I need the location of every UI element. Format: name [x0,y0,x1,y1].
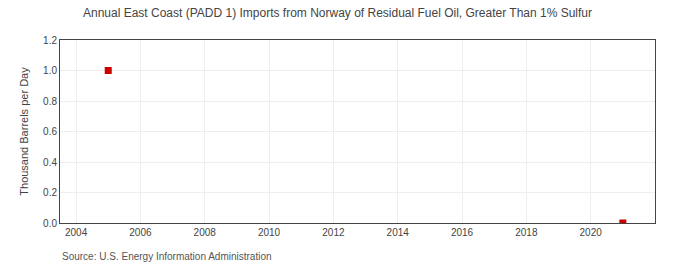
svg-text:0.8: 0.8 [43,96,57,107]
svg-text:2016: 2016 [451,227,474,238]
svg-text:0.0: 0.0 [43,218,57,229]
svg-text:Annual East Coast (PADD 1) Imp: Annual East Coast (PADD 1) Imports from … [83,6,592,20]
svg-text:0.2: 0.2 [43,187,57,198]
svg-text:1.2: 1.2 [43,35,57,46]
svg-text:2008: 2008 [194,227,217,238]
svg-text:0.4: 0.4 [43,157,57,168]
svg-text:2012: 2012 [322,227,345,238]
svg-text:2010: 2010 [258,227,281,238]
svg-text:2020: 2020 [580,227,603,238]
svg-text:2018: 2018 [515,227,538,238]
svg-text:2006: 2006 [129,227,152,238]
svg-text:2004: 2004 [65,227,88,238]
svg-text:1.0: 1.0 [43,65,57,76]
svg-text:2014: 2014 [387,227,410,238]
svg-text:Source: U.S. Energy Informatio: Source: U.S. Energy Information Administ… [62,251,272,262]
svg-text:Thousand Barrels per Day: Thousand Barrels per Day [18,67,30,196]
svg-text:0.6: 0.6 [43,126,57,137]
